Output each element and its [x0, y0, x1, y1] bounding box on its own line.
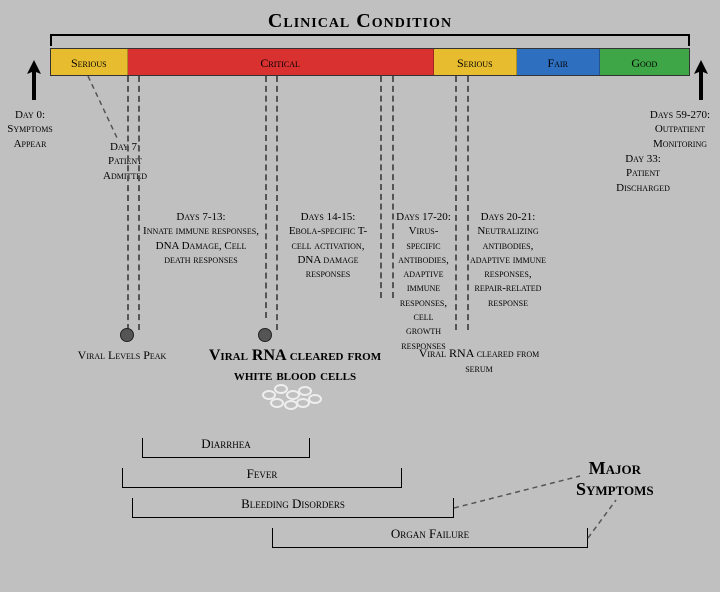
phase-divider [455, 76, 457, 330]
phase-description: Days 14-15:Ebola-specific T-cell activat… [280, 210, 376, 281]
symptom-bracket: Fever [122, 468, 402, 488]
title-bracket [50, 34, 690, 46]
arrow-icon [692, 60, 710, 100]
event-dot [258, 328, 272, 342]
symptom-label: Fever [241, 466, 284, 482]
timeline-event-label: Day 33: Patient Discharged [598, 152, 688, 195]
phase-description: Days 20-21:Neutralizing antibodies, adap… [469, 210, 547, 310]
timeline-segment: Critical [128, 49, 434, 75]
timeline-segment: Serious [51, 49, 128, 75]
symptom-label: Organ Failure [385, 526, 475, 542]
timeline-event-label: Days 59-270: Outpatient Monitoring [640, 108, 720, 151]
condition-timeline: SeriousCriticalSeriousFairGood [50, 48, 690, 76]
phase-description: Days 17-20:Virus-specific antibodies, ad… [396, 210, 451, 353]
symptom-label: Diarrhea [195, 436, 256, 452]
symptom-label: Bleeding Disorders [235, 496, 351, 512]
timeline-segment: Good [600, 49, 689, 75]
phase-divider [127, 76, 129, 330]
phase-divider [276, 76, 278, 330]
milestone-label: Viral RNA cleared from serum [414, 346, 544, 376]
symptom-bracket: Organ Failure [272, 528, 588, 548]
phase-divider [392, 76, 394, 298]
phase-description: Days 7-13:Innate immune responses, DNA D… [142, 210, 260, 267]
page-title: Clinical Condition [0, 10, 720, 33]
event-dot [120, 328, 134, 342]
milestone-label: Viral Levels Peak [62, 348, 182, 363]
phase-divider [138, 76, 140, 330]
major-symptoms-label: Major Symptoms [576, 458, 654, 499]
milestone-label: Viral RNA cleared from white blood cells [190, 346, 400, 386]
arrow-icon [25, 60, 43, 100]
wbc-icon [262, 384, 332, 414]
timeline-segment: Fair [517, 49, 600, 75]
admit-label: Day 7: Patient Admitted [90, 140, 160, 183]
timeline-event-label: Day 0: Symptoms Appear [0, 108, 60, 151]
phase-divider [265, 76, 267, 318]
symptom-bracket: Bleeding Disorders [132, 498, 454, 518]
symptom-bracket: Diarrhea [142, 438, 310, 458]
timeline-segment: Serious [434, 49, 517, 75]
phase-divider [380, 76, 382, 298]
